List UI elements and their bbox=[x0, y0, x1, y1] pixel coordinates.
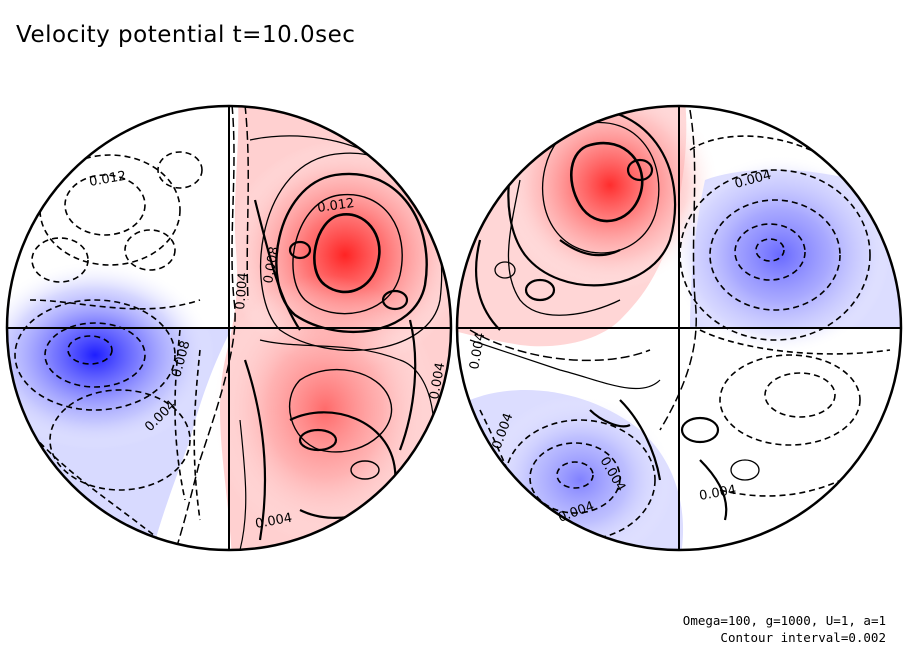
contour-label: 0.008 bbox=[261, 245, 282, 284]
contour-label: 0.012 bbox=[88, 169, 127, 190]
figure-title: Velocity potential t=10.0sec bbox=[16, 22, 356, 48]
contour-label: 0.004 bbox=[427, 361, 448, 400]
contour-label: 0.004 bbox=[467, 331, 488, 370]
contour-interval-line: Contour interval=0.002 bbox=[720, 630, 886, 645]
contour-label: 0.004 bbox=[698, 483, 737, 504]
left-hemisphere bbox=[7, 106, 451, 550]
right-hemisphere bbox=[457, 106, 901, 550]
left-zero-contours bbox=[171, 106, 249, 550]
parameter-caption: Omega=100, g=1000, U=1, a=1 Contour inte… bbox=[683, 612, 886, 646]
contour-label: 0.004 bbox=[233, 272, 251, 310]
right-zero-contours bbox=[469, 109, 697, 431]
contour-label: 0.004 bbox=[254, 511, 293, 532]
parameter-line: Omega=100, g=1000, U=1, a=1 bbox=[682, 613, 886, 628]
contour-label: 0.012 bbox=[316, 196, 355, 216]
